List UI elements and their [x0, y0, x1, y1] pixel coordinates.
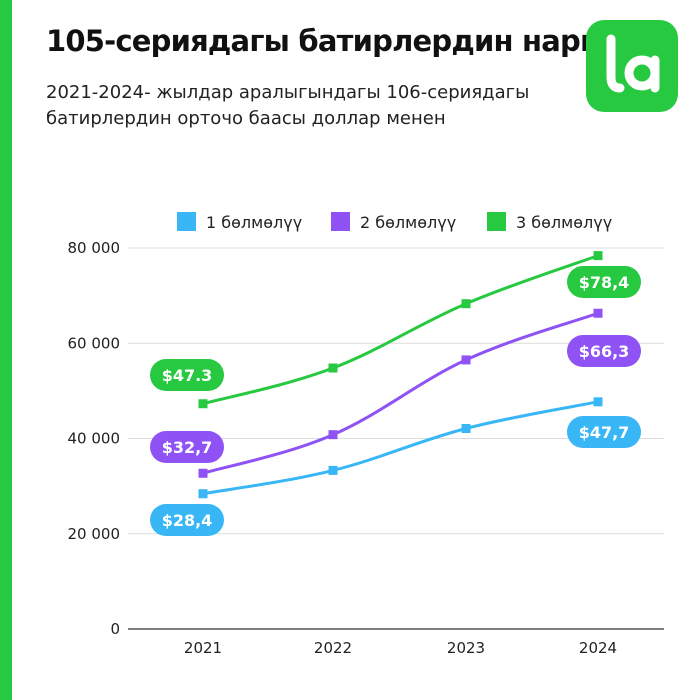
y-tick-label: 20 000: [68, 525, 121, 543]
y-tick-label: 40 000: [68, 430, 121, 448]
data-label-pill: [567, 266, 641, 298]
data-point: [198, 468, 208, 478]
data-point: [461, 355, 471, 365]
data-label-pill: [567, 416, 641, 448]
data-labels: $28,4 $47,7 $32,7 $66,3 $47.3 $78,4: [150, 266, 641, 536]
y-tick-label: 80 000: [68, 239, 121, 257]
legend-swatch: [177, 212, 196, 231]
y-tick-label: 0: [110, 620, 120, 638]
legend-swatch: [487, 212, 506, 231]
legend-label: 1 бөлмөлүү: [206, 213, 302, 232]
data-label: $32,7: [162, 438, 213, 457]
data-label-pill: [150, 504, 224, 536]
data-label-pill: [150, 359, 224, 391]
x-tick-label: 2024: [579, 639, 617, 657]
axis-tick-labels: 0 20 000 40 000 60 000 80 000 2021 2022 2023 202…: [68, 239, 618, 657]
series-line: [202, 311, 599, 475]
data-point: [593, 251, 603, 261]
x-tick-label: 2023: [447, 639, 485, 657]
data-label: $47.3: [162, 366, 213, 385]
x-tick-label: 2022: [314, 639, 352, 657]
data-label: $47,7: [579, 423, 630, 442]
data-label-pill: [567, 335, 641, 367]
legend-swatch: [331, 212, 350, 231]
legend: 1 бөлмөлүү 2 бөлмөлүү 3 бөлмөлүү: [177, 212, 612, 232]
data-label: $78,4: [579, 273, 630, 292]
brand-side-bar: [0, 0, 12, 700]
series-lines: [198, 251, 603, 499]
data-point: [593, 308, 603, 318]
series-line: [202, 400, 599, 496]
data-point: [461, 299, 471, 309]
page-subtitle: 2021-2024- жылдар аралыгындагы 106-серия…: [46, 82, 530, 129]
page-title: 105-сериядагы батирлердин наркы: [46, 24, 625, 58]
series-line: [202, 254, 599, 406]
data-point: [328, 465, 338, 475]
data-label-pill: [150, 431, 224, 463]
data-label: $66,3: [579, 342, 630, 361]
x-tick-label: 2021: [184, 639, 222, 657]
data-point: [198, 399, 208, 409]
data-point: [328, 430, 338, 440]
data-point: [328, 363, 338, 373]
la-logo-glyph: [606, 34, 660, 93]
y-tick-label: 60 000: [68, 334, 121, 352]
data-label: $28,4: [162, 511, 213, 530]
data-point: [198, 489, 208, 499]
legend-label: 3 бөлмөлүү: [516, 213, 612, 232]
legend-label: 2 бөлмөлүү: [360, 213, 456, 232]
data-point: [461, 423, 471, 433]
data-point: [593, 397, 603, 407]
la-logo-icon: [586, 20, 678, 112]
